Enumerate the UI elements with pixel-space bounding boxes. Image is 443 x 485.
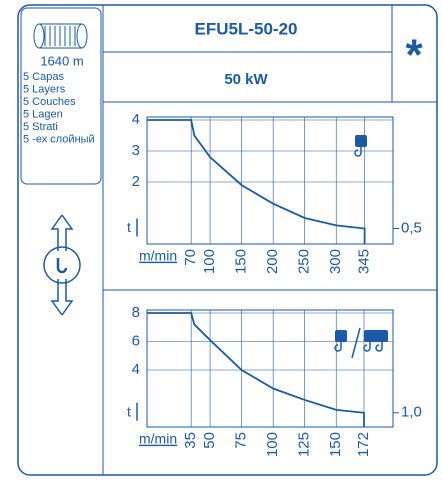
y-tick-label: 8 — [132, 304, 140, 321]
layer: 5 Capas — [23, 71, 64, 83]
x-tick-label: 100 — [264, 432, 281, 457]
y-tick-label: 2 — [132, 173, 140, 190]
model: EFU5L-50-20 — [195, 19, 298, 38]
x-tick-label: 345 — [356, 249, 373, 274]
layer: 5 Couches — [23, 96, 76, 108]
layer: 5 -ех слойный — [23, 133, 95, 145]
ref-label: 0,5 — [401, 219, 422, 236]
y-tick-label: 4 — [132, 111, 140, 128]
x-axis-label: m/min — [139, 248, 177, 264]
y-tick-label: 3 — [132, 142, 140, 159]
layer: 5 Strati — [23, 121, 58, 133]
x-tick-label: 250 — [296, 249, 313, 274]
length: 1640 m — [40, 53, 83, 68]
ref-label: 1,0 — [401, 404, 422, 421]
x-tick-label: 150 — [327, 432, 344, 457]
layer: 5 Lagen — [23, 108, 63, 120]
plot-area — [146, 116, 394, 245]
x-tick-label: 125 — [296, 432, 313, 457]
x-tick-label: 300 — [327, 249, 344, 274]
drum-box — [20, 7, 102, 185]
x-tick-label: 35 — [182, 432, 199, 449]
mark: * — [405, 31, 423, 80]
x-tick-label: 100 — [201, 249, 218, 274]
x-tick-label: 75 — [233, 432, 250, 449]
layer: 5 Layers — [23, 83, 66, 95]
curve — [147, 119, 366, 244]
x-tick-label: 200 — [264, 249, 281, 274]
y-tick-label: 4 — [132, 361, 140, 378]
x-tick-label: 50 — [201, 432, 218, 449]
x-tick-label: 150 — [233, 249, 250, 274]
y-tick-label: 6 — [132, 332, 140, 349]
plot-area — [146, 309, 394, 428]
frame — [17, 4, 438, 476]
x-axis-label: m/min — [139, 431, 177, 447]
x-tick-label: 70 — [182, 249, 199, 266]
curve — [147, 312, 365, 427]
y-axis-label: t — [127, 403, 131, 419]
power: 50 kW — [224, 71, 268, 88]
x-tick-label: 172 — [355, 432, 372, 457]
hook-icon — [334, 135, 388, 359]
rotation-icon — [43, 214, 81, 316]
y-axis-label: t — [127, 219, 131, 235]
drum-icon — [33, 23, 88, 49]
